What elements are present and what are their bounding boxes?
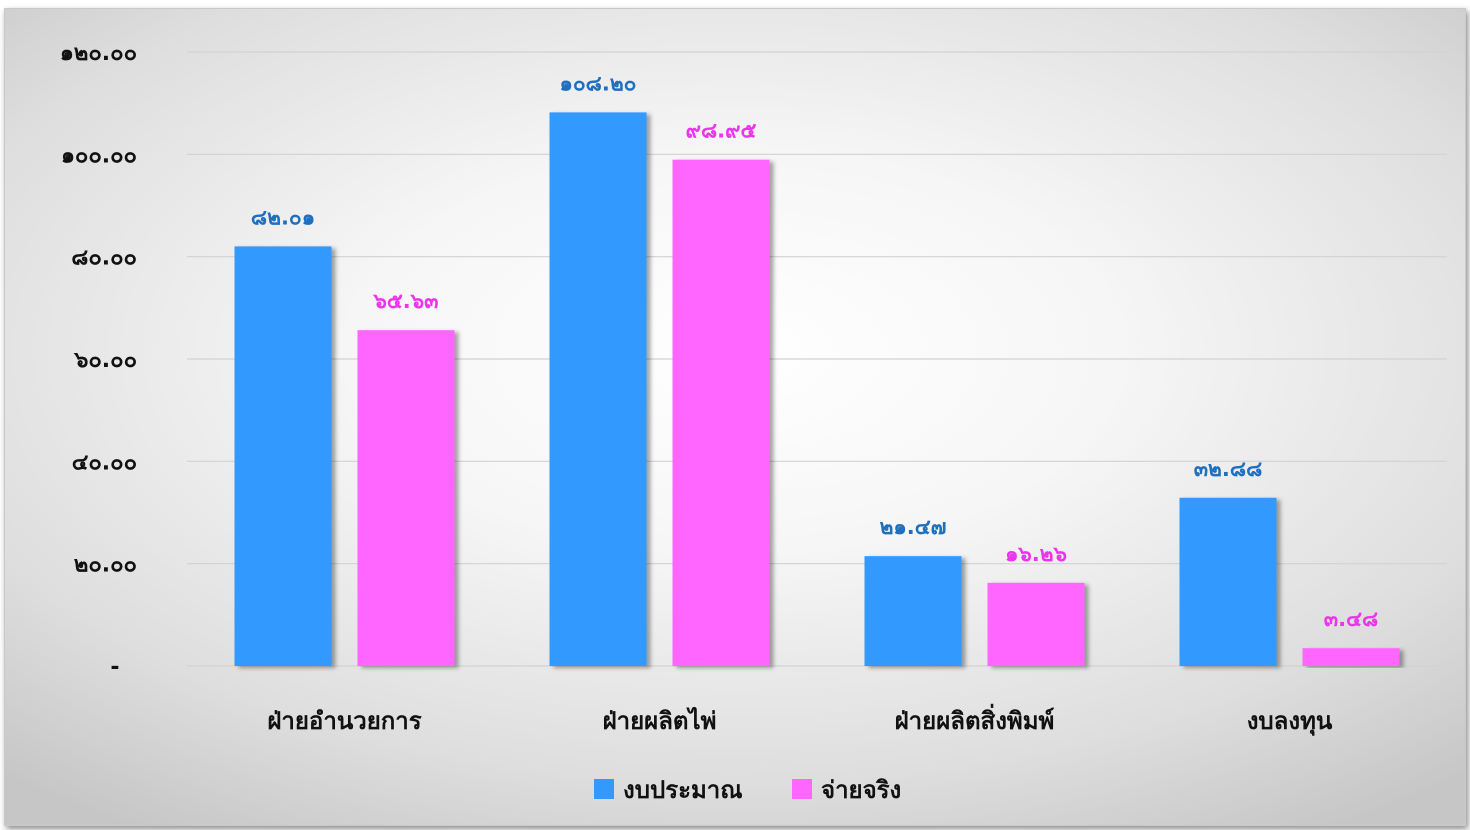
legend: งบประมาณ จ่ายจริง bbox=[594, 776, 901, 804]
y-tick-label: ๒๐.๐๐ bbox=[74, 553, 137, 578]
bars bbox=[234, 112, 1400, 667]
legend-label: จ่ายจริง bbox=[821, 776, 901, 804]
x-axis-category-labels: ฝ่ายอำนวยการ ฝ่ายผลิตไพ่ ฝ่ายผลิตสิ่งพิมพ์… bbox=[267, 703, 1333, 737]
y-tick-label: ๑๐๐.๐๐ bbox=[61, 143, 137, 168]
bar-actual-0 bbox=[357, 330, 455, 666]
bar-budget-1 bbox=[549, 112, 647, 667]
y-tick-label: ๔๐.๐๐ bbox=[72, 450, 137, 475]
y-tick-label: ๖๐.๐๐ bbox=[73, 348, 137, 373]
data-label-actual-2: ๑๖.๒๖ bbox=[1005, 542, 1067, 566]
y-tick-label: ๘๐.๐๐ bbox=[71, 246, 137, 271]
data-label-budget-0: ๘๒.๐๑ bbox=[251, 205, 315, 229]
category-label: งบลงทุน bbox=[1247, 707, 1333, 737]
bar-actual-1 bbox=[672, 159, 770, 667]
legend-swatch bbox=[792, 779, 812, 799]
category-label: ฝ่ายผลิตไพ่ bbox=[603, 706, 717, 735]
data-label-budget-3: ๓๒.๘๘ bbox=[1194, 457, 1263, 481]
bar-budget-3 bbox=[1179, 497, 1277, 666]
y-tick-label: - bbox=[110, 655, 119, 680]
y-axis-tick-labels: - ๒๐.๐๐ ๔๐.๐๐ ๖๐.๐๐ ๘๐.๐๐ ๑๐๐.๐๐ ๑๒๐.๐๐ bbox=[60, 41, 137, 680]
data-label-budget-2: ๒๑.๔๗ bbox=[880, 515, 947, 539]
bar-budget-2 bbox=[864, 556, 962, 666]
legend-swatch bbox=[594, 779, 614, 799]
bar-chart: - ๒๐.๐๐ ๔๐.๐๐ ๖๐.๐๐ ๘๐.๐๐ ๑๐๐.๐๐ ๑๒๐.๐๐ ๘๒.๐๑๖… bbox=[60, 41, 1447, 804]
bar-budget-0 bbox=[234, 246, 332, 666]
category-label: ฝ่ายอำนวยการ bbox=[267, 707, 421, 735]
chart-frame: - ๒๐.๐๐ ๔๐.๐๐ ๖๐.๐๐ ๘๐.๐๐ ๑๐๐.๐๐ ๑๒๐.๐๐ ๘๒.๐๑๖… bbox=[4, 8, 1466, 826]
y-tick-label: ๑๒๐.๐๐ bbox=[60, 41, 137, 66]
legend-item-actual: จ่ายจริง bbox=[792, 776, 901, 804]
legend-item-budget: งบประมาณ bbox=[594, 776, 743, 804]
data-label-actual-0: ๖๕.๖๓ bbox=[373, 289, 439, 313]
data-label-actual-3: ๓.๔๘ bbox=[1324, 607, 1378, 631]
legend-label: งบประมาณ bbox=[623, 776, 743, 804]
bar-actual-3 bbox=[1302, 648, 1400, 666]
category-label: ฝ่ายผลิตสิ่งพิมพ์ bbox=[895, 703, 1055, 735]
data-label-actual-1: ๙๘.๙๕ bbox=[686, 119, 757, 143]
bar-actual-2 bbox=[987, 582, 1085, 666]
data-label-budget-1: ๑๐๘.๒๐ bbox=[560, 71, 637, 95]
